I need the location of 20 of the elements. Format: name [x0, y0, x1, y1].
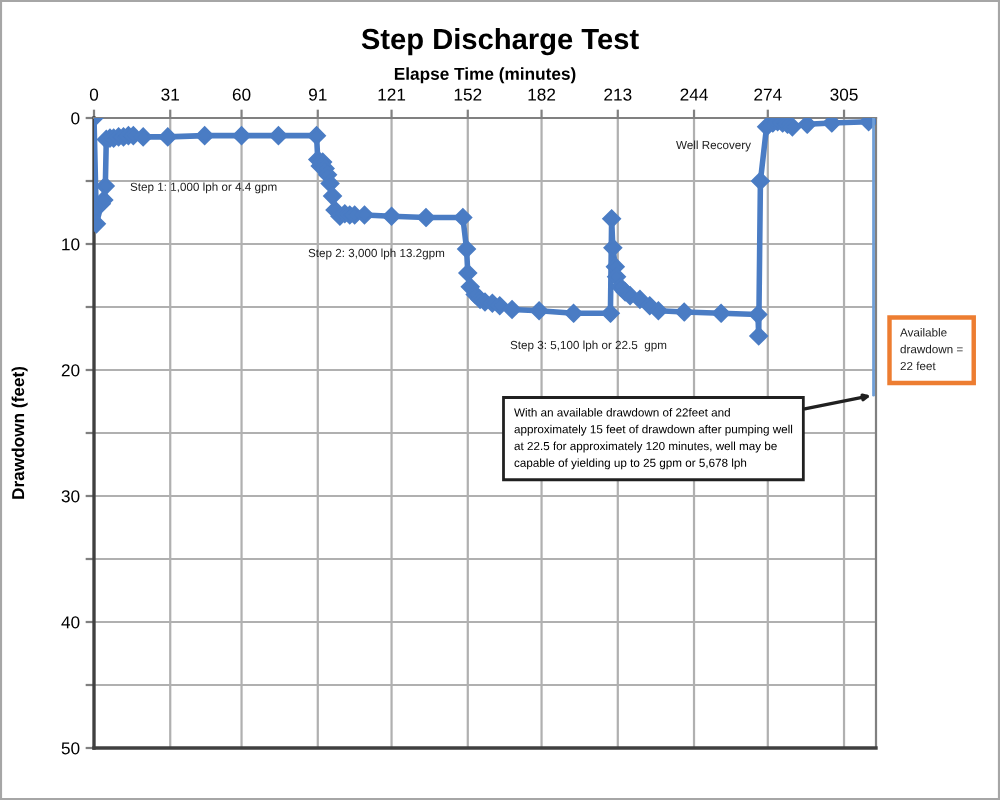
y-tick-label: 30 — [61, 490, 80, 503]
y-tick-label: 0 — [71, 112, 80, 125]
x-tick-label: 182 — [528, 88, 556, 101]
x-tick-label: 121 — [378, 88, 406, 101]
x-tick-label: 244 — [680, 88, 708, 101]
x-tick-label: 274 — [754, 88, 782, 101]
x-tick-label: 213 — [604, 88, 632, 101]
y-axis-title: Drawdown (feet) — [11, 366, 28, 499]
y-tick-label: 20 — [61, 364, 80, 377]
x-tick-label: 152 — [454, 88, 482, 101]
x-tick-label: 60 — [232, 88, 251, 101]
x-tick-label: 0 — [89, 88, 99, 101]
y-tick-label: 40 — [61, 616, 80, 629]
x-tick-label: 305 — [830, 88, 858, 101]
x-tick-label: 31 — [161, 88, 179, 101]
chart-title: Step Discharge Test — [361, 27, 639, 56]
y-tick-label: 50 — [61, 742, 80, 755]
x-axis-title: Elapse Time (minutes) — [394, 67, 576, 84]
x-tick-label: 91 — [309, 88, 327, 101]
y-tick-label: 10 — [62, 238, 80, 251]
